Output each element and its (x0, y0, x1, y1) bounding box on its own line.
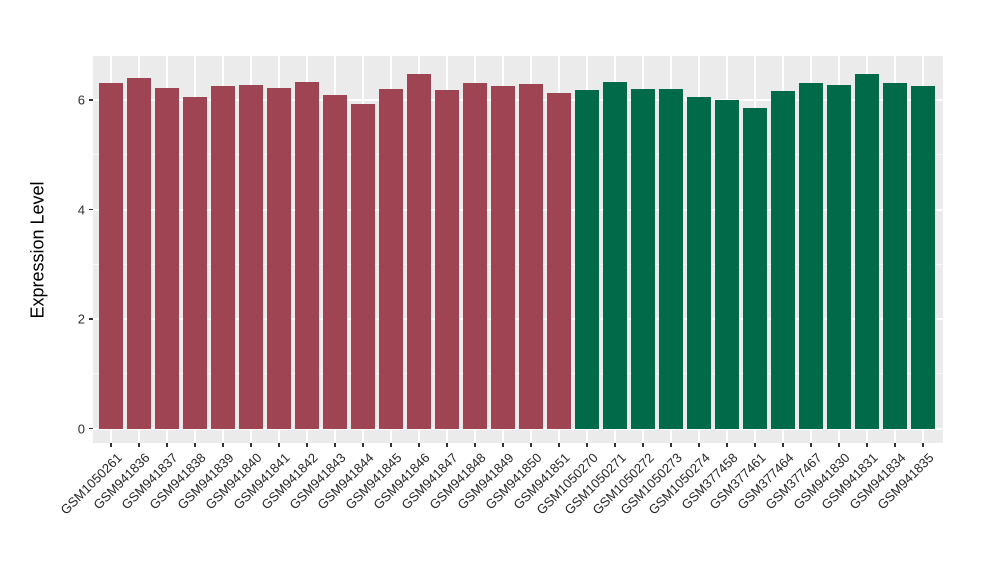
bar-GSM941831 (855, 74, 879, 429)
x-tick-mark (222, 443, 224, 447)
bar-GSM941840 (239, 84, 263, 429)
x-tick-mark (502, 443, 504, 447)
x-tick-mark (698, 443, 700, 447)
x-tick-mark (446, 443, 448, 447)
bar-GSM941839 (211, 85, 235, 429)
x-tick-mark (894, 443, 896, 447)
x-tick-mark (922, 443, 924, 447)
x-tick-mark (138, 443, 140, 447)
plot-panel (93, 56, 943, 443)
bar-GSM377467 (799, 83, 823, 429)
bar-GSM1050271 (603, 81, 627, 429)
y-tick-mark (88, 208, 93, 211)
bar-GSM941850 (519, 83, 543, 429)
x-tick-mark (250, 443, 252, 447)
x-tick-mark (306, 443, 308, 447)
bar-GSM941843 (323, 95, 347, 429)
major-gridline (93, 427, 943, 430)
bar-GSM941846 (407, 73, 431, 429)
bar-GSM941841 (267, 88, 291, 429)
major-gridline (93, 318, 943, 321)
x-tick-mark (530, 443, 532, 447)
bar-GSM941830 (827, 85, 851, 429)
minor-gridline (93, 263, 943, 265)
bar-GSM941848 (463, 83, 487, 429)
bar-GSM941845 (379, 89, 403, 429)
bar-GSM1050270 (575, 89, 599, 429)
x-tick-mark (614, 443, 616, 447)
bar-GSM941834 (883, 83, 907, 429)
bar-GSM941837 (155, 88, 179, 429)
y-tick-label: 4 (77, 202, 85, 218)
x-tick-mark (838, 443, 840, 447)
x-tick-mark (110, 443, 112, 447)
bar-GSM941844 (351, 104, 375, 429)
minor-gridline (93, 154, 943, 156)
x-tick-mark (670, 443, 672, 447)
bar-GSM941847 (435, 89, 459, 429)
x-tick-mark (166, 443, 168, 447)
x-tick-mark (754, 443, 756, 447)
bar-GSM941849 (491, 85, 515, 429)
bar-GSM941838 (183, 96, 207, 429)
bar-GSM1050273 (659, 89, 683, 429)
y-axis-title: Expression Level (27, 181, 48, 319)
bar-GSM941842 (295, 82, 319, 429)
bar-GSM377464 (771, 90, 795, 429)
bar-GSM377461 (743, 107, 767, 429)
bar-GSM941835 (911, 85, 935, 429)
x-tick-mark (726, 443, 728, 447)
y-tick-mark (88, 427, 93, 430)
x-tick-mark (418, 443, 420, 447)
x-tick-mark (810, 443, 812, 447)
bar-GSM941836 (127, 77, 151, 429)
y-tick-label: 6 (77, 92, 85, 108)
x-tick-mark (362, 443, 364, 447)
minor-gridline (93, 373, 943, 375)
bar-GSM1050274 (687, 96, 711, 429)
x-tick-mark (334, 443, 336, 447)
major-gridline (93, 208, 943, 211)
x-tick-mark (474, 443, 476, 447)
x-tick-mark (558, 443, 560, 447)
y-tick-label: 0 (77, 421, 85, 437)
x-tick-mark (866, 443, 868, 447)
x-tick-mark (278, 443, 280, 447)
x-tick-mark (390, 443, 392, 447)
bar-GSM377458 (715, 100, 739, 429)
x-tick-mark (782, 443, 784, 447)
y-tick-mark (88, 99, 93, 101)
y-tick-mark (88, 318, 93, 320)
bar-GSM941851 (547, 93, 571, 429)
x-tick-mark (194, 443, 196, 447)
x-tick-mark (586, 443, 588, 447)
y-tick-label: 2 (77, 311, 85, 327)
bar-GSM1050272 (631, 89, 655, 429)
x-tick-mark (642, 443, 644, 447)
major-gridline (93, 99, 943, 102)
bar-GSM1050261 (99, 83, 123, 429)
